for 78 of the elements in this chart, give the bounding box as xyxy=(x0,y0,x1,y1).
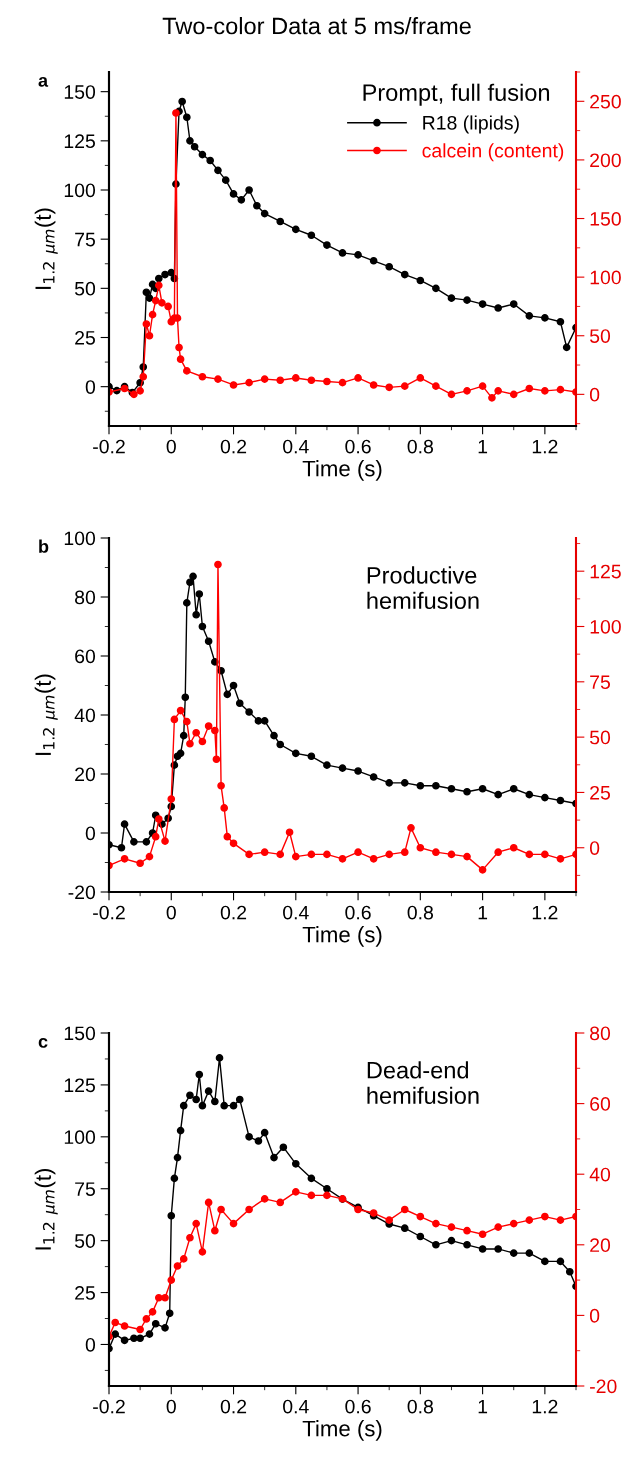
y2-tick-label: 0 xyxy=(589,1308,600,1323)
x-tick-label: 1 xyxy=(478,1399,488,1414)
x-tick-label: 0.8 xyxy=(407,1399,433,1414)
y2-tick-label: 0 xyxy=(589,387,600,402)
y2-tick-label: 200 xyxy=(590,153,621,168)
y-tick-label: 100 xyxy=(64,183,96,198)
y-tick-label: 80 xyxy=(75,590,96,605)
y-tick-label: 125 xyxy=(64,134,95,149)
x-tick-label: -0.2 xyxy=(93,1399,125,1414)
y-tick-label: 75 xyxy=(75,1182,95,1196)
x-tick-label: 1.2 xyxy=(532,1399,558,1414)
y2-tick-label: 80 xyxy=(590,1026,611,1041)
y-axis-title: I$_{1.2 µm}$(t) xyxy=(34,208,58,289)
x-tick-label: 0.2 xyxy=(220,439,247,454)
y2-tick-label: 20 xyxy=(590,1238,611,1253)
y2-tick-label: -20 xyxy=(590,1379,617,1394)
y-tick-label: 0 xyxy=(85,380,96,394)
y-tick-label: 60 xyxy=(75,649,96,664)
y-tick-label: 25 xyxy=(75,1286,95,1300)
y-tick-label: 25 xyxy=(75,330,95,345)
x-tick-label: 0.2 xyxy=(220,1399,247,1414)
x-axis-title: Time (s) xyxy=(302,1420,382,1441)
y2-tick-label: 40 xyxy=(589,1167,611,1182)
chart-title: Two-color Data at 5 ms/frame xyxy=(162,17,471,35)
y-tick-label: 0 xyxy=(85,826,96,841)
y2-tick-label: 125 xyxy=(590,564,621,579)
annotation: Productive hemifusion xyxy=(367,566,479,610)
y-tick-label: 125 xyxy=(64,1078,95,1093)
x-tick-label: 0.6 xyxy=(345,439,371,454)
y-tick-label: 40 xyxy=(74,708,96,723)
x-tick-label: 0.4 xyxy=(283,905,309,920)
y2-tick-label: 60 xyxy=(590,1097,611,1111)
y2-tick-label: 50 xyxy=(589,329,611,343)
text: b xyxy=(39,539,49,553)
y2-tick-label: 50 xyxy=(589,730,611,745)
y2-tick-label: 25 xyxy=(590,785,611,800)
y-tick-label: 20 xyxy=(75,767,96,782)
x-tick-label: 0.4 xyxy=(283,439,309,454)
text: c xyxy=(38,1037,48,1048)
y-tick-label: 50 xyxy=(74,281,96,296)
x-tick-label: 1 xyxy=(478,439,488,454)
y2-tick-label: 250 xyxy=(590,94,621,109)
y-tick-label: -20 xyxy=(68,885,96,900)
y2-tick-label: 0 xyxy=(589,841,600,855)
y-tick-label: 150 xyxy=(64,85,96,99)
x-axis-title: Time (s) xyxy=(302,460,382,481)
y-tick-label: 50 xyxy=(74,1234,96,1248)
x-tick-label: 1.2 xyxy=(532,439,558,454)
x-tick-label: -0.2 xyxy=(93,439,125,454)
legend-label: calcein (content) xyxy=(422,143,564,162)
legend-label: R18 (lipids) xyxy=(423,115,519,134)
x-axis-title: Time (s) xyxy=(302,926,382,947)
x-tick-label: 0.6 xyxy=(345,905,371,920)
x-tick-label: 0 xyxy=(166,905,176,920)
y-axis-title: I$_{1.2 µm}$(t) xyxy=(34,674,58,755)
y2-tick-label: 100 xyxy=(590,270,621,285)
annotation: Dead-end hemifusion xyxy=(367,1061,479,1105)
legend-title: Prompt, full fusion xyxy=(363,83,550,106)
x-tick-label: 0.8 xyxy=(407,439,433,454)
y-axis-title: I$_{1.2 µm}$(t) xyxy=(34,1168,58,1250)
y-tick-label: 75 xyxy=(75,232,95,247)
x-tick-label: 0.2 xyxy=(220,905,247,920)
x-tick-label: 1 xyxy=(478,905,488,920)
text: a xyxy=(38,76,49,87)
x-tick-label: 1.2 xyxy=(532,905,558,920)
y2-tick-label: 150 xyxy=(590,211,621,226)
x-tick-label: 0.8 xyxy=(407,905,433,920)
y-tick-label: 100 xyxy=(64,1130,96,1145)
y-tick-label: 150 xyxy=(64,1026,96,1041)
x-tick-label: 0 xyxy=(166,1399,176,1414)
y2-tick-label: 100 xyxy=(590,619,621,634)
y-tick-label: 0 xyxy=(85,1337,96,1352)
x-tick-label: -0.2 xyxy=(93,905,125,920)
x-tick-label: 0.6 xyxy=(345,1399,371,1414)
x-tick-label: 0.4 xyxy=(283,1399,309,1414)
x-tick-label: 0 xyxy=(166,439,176,454)
y2-tick-label: 75 xyxy=(590,675,611,690)
y-tick-label: 100 xyxy=(64,531,96,546)
